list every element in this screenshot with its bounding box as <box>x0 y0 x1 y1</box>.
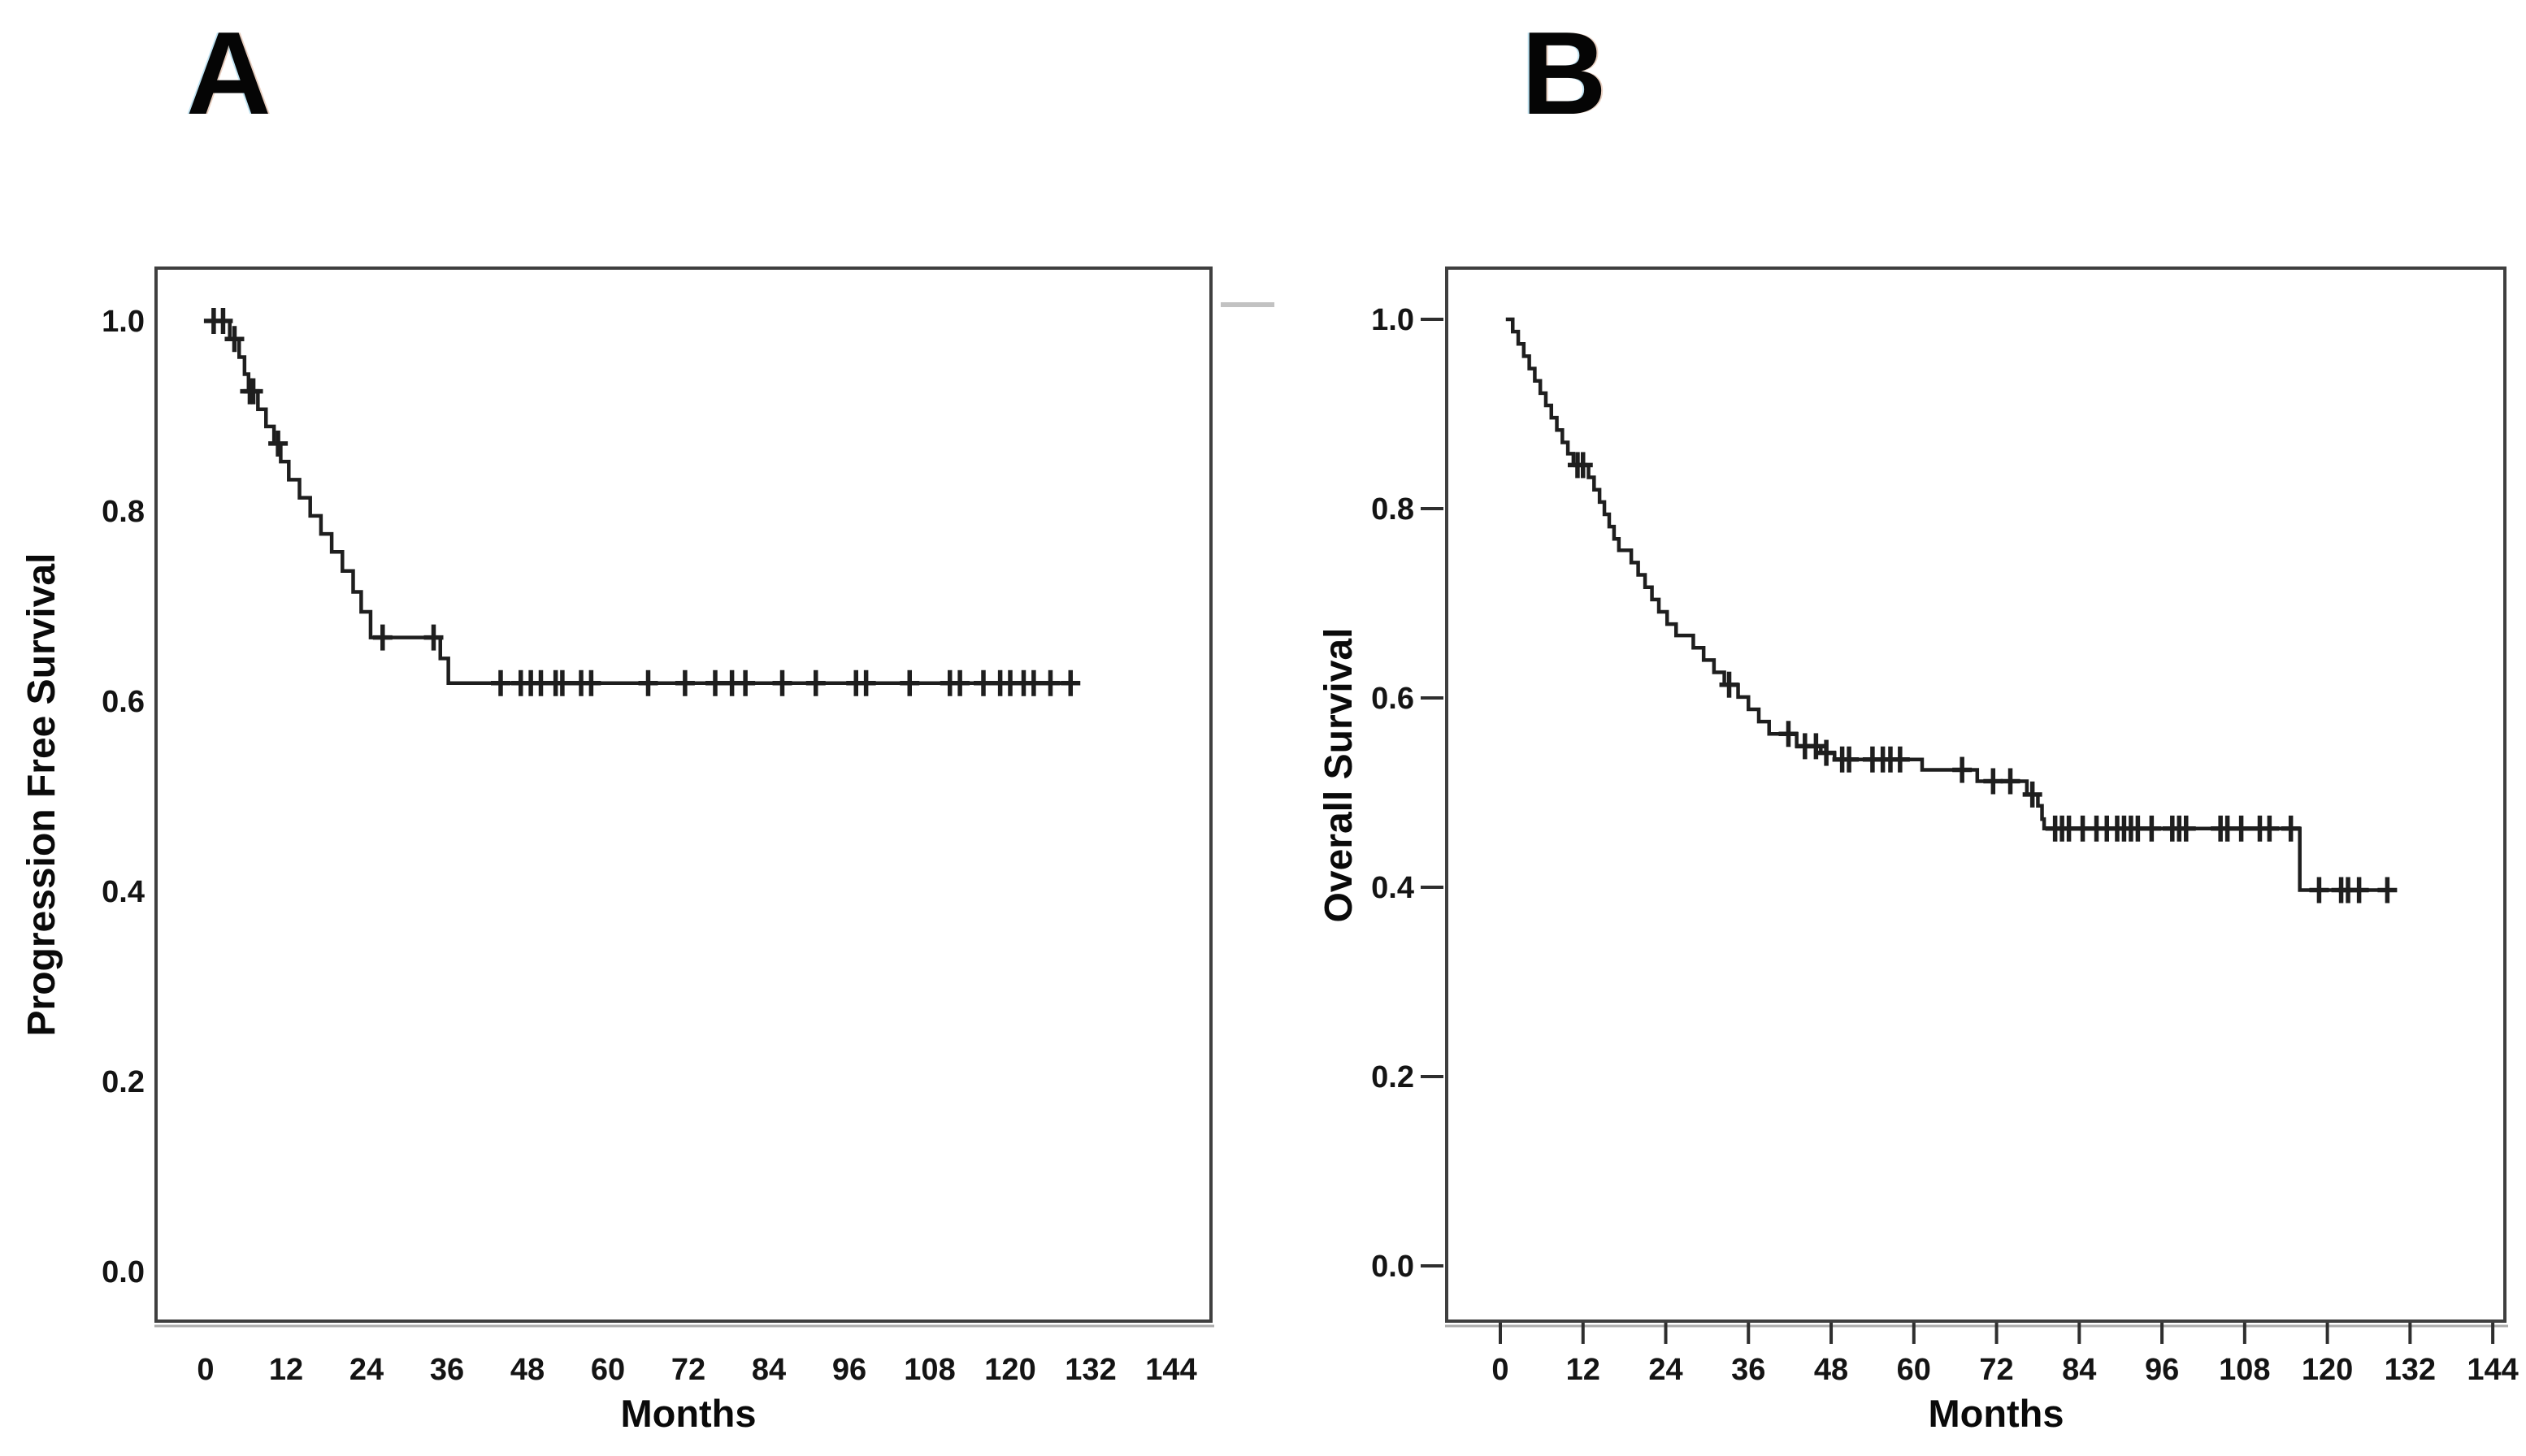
x-tick-label: 120 <box>2302 1353 2353 1387</box>
y-tick-label: 1.0 <box>1371 303 1414 337</box>
y-tick-label: 0.0 <box>1371 1250 1414 1284</box>
y-tick-label: 0.4 <box>1371 871 1414 905</box>
panel-b-x-axis-title: Months <box>1928 1392 2064 1435</box>
survival-curve <box>206 318 1078 686</box>
x-tick-label: 0 <box>197 1353 214 1387</box>
y-tick-label: 0.2 <box>1371 1060 1414 1094</box>
x-tick-label: 96 <box>2145 1353 2179 1387</box>
x-tick-label: 108 <box>904 1353 955 1387</box>
x-tick-label: 120 <box>984 1353 1035 1387</box>
x-tick-label: 132 <box>2385 1353 2436 1387</box>
survival-curve <box>1505 317 2397 892</box>
x-tick-label: 144 <box>1145 1353 1196 1387</box>
x-tick-label: 24 <box>349 1353 384 1387</box>
y-tick-label: 0.6 <box>102 685 145 719</box>
x-tick-label: 132 <box>1065 1353 1116 1387</box>
x-tick-label: 144 <box>2467 1353 2518 1387</box>
y-tick-label: 0.0 <box>102 1255 145 1289</box>
x-tick-label: 36 <box>1731 1353 1765 1387</box>
x-tick-label: 36 <box>430 1353 464 1387</box>
x-tick-label: 60 <box>1897 1353 1931 1387</box>
x-tick-label: 108 <box>2219 1353 2270 1387</box>
y-tick-label: 1.0 <box>102 305 145 339</box>
panel-a-y-axis-title: Progression Free Survival <box>20 552 63 1037</box>
y-tick-label: 0.8 <box>102 495 145 529</box>
x-tick-label: 84 <box>752 1353 786 1387</box>
x-tick-label: 12 <box>1566 1353 1600 1387</box>
x-tick-label: 48 <box>1814 1353 1848 1387</box>
x-tick-label: 84 <box>2062 1353 2096 1387</box>
x-tick-label: 72 <box>1979 1353 2013 1387</box>
panel-a-x-axis-title: Months <box>620 1392 757 1435</box>
x-tick-label: 0 <box>1491 1353 1508 1387</box>
y-tick-label: 0.8 <box>1371 492 1414 526</box>
x-tick-label: 12 <box>269 1353 303 1387</box>
x-tick-label: 48 <box>510 1353 545 1387</box>
x-tick-label: 24 <box>1648 1353 1682 1387</box>
panel-b-y-axis-title: Overall Survival <box>1317 627 1361 923</box>
plot-frame <box>154 266 1213 1323</box>
y-tick-label: 0.6 <box>1371 682 1414 716</box>
x-tick-label: 60 <box>591 1353 625 1387</box>
x-tick-label: 72 <box>671 1353 705 1387</box>
panel-b-letter: B <box>1521 7 1607 139</box>
panel-a-letter: A <box>186 7 271 139</box>
plot-frame <box>1445 266 2506 1323</box>
x-tick-label: 96 <box>832 1353 866 1387</box>
y-tick-label: 0.4 <box>102 875 145 909</box>
y-tick-label: 0.2 <box>102 1065 145 1099</box>
